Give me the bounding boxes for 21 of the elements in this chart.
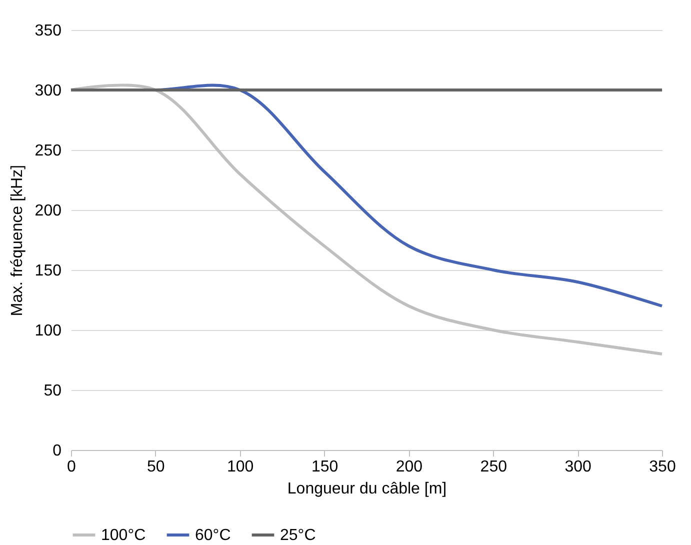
y-tick-label: 100 xyxy=(34,322,62,340)
y-tick-label: 50 xyxy=(44,382,62,400)
x-tick-label: 250 xyxy=(480,458,508,476)
x-tick-label: 300 xyxy=(564,458,592,476)
x-tick-label: 50 xyxy=(147,458,165,476)
y-tick-label: 0 xyxy=(52,442,62,460)
x-tick-label: 150 xyxy=(311,458,338,476)
y-tick-label: 350 xyxy=(34,22,62,40)
y-axis-title: Max. fréquence [kHz] xyxy=(8,164,26,316)
x-axis-title: Longueur du câble [m] xyxy=(287,480,447,498)
y-tick-label: 250 xyxy=(34,142,62,160)
y-tick-label: 300 xyxy=(34,82,62,100)
x-tick-label: 350 xyxy=(649,458,676,476)
legend-label: 100°C xyxy=(101,527,146,544)
y-tick-label: 150 xyxy=(34,262,62,280)
legend-label: 25°C xyxy=(280,527,316,544)
legend-label: 60°C xyxy=(195,527,231,544)
x-tick-label: 100 xyxy=(227,458,254,476)
x-tick-label: 200 xyxy=(396,458,423,476)
y-tick-label: 200 xyxy=(34,202,62,220)
x-tick-label: 0 xyxy=(67,458,76,476)
